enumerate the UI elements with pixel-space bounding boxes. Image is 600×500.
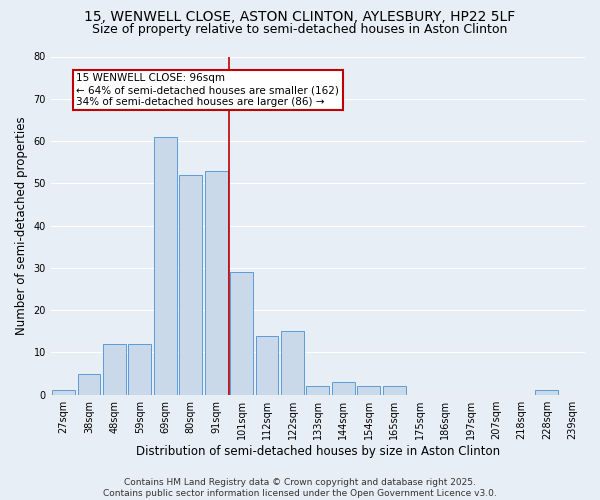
Bar [358,386,380,394]
Bar [154,137,177,394]
Text: 15 WENWELL CLOSE: 96sqm
← 64% of semi-detached houses are smaller (162)
34% of s: 15 WENWELL CLOSE: 96sqm ← 64% of semi-de… [76,74,339,106]
Bar [256,336,278,394]
Text: Contains HM Land Registry data © Crown copyright and database right 2025.
Contai: Contains HM Land Registry data © Crown c… [103,478,497,498]
Bar [103,344,126,395]
Bar [205,170,227,394]
Bar [383,386,406,394]
Bar [535,390,558,394]
Text: Size of property relative to semi-detached houses in Aston Clinton: Size of property relative to semi-detach… [92,22,508,36]
X-axis label: Distribution of semi-detached houses by size in Aston Clinton: Distribution of semi-detached houses by … [136,444,500,458]
Bar [77,374,100,394]
Bar [307,386,329,394]
Text: 15, WENWELL CLOSE, ASTON CLINTON, AYLESBURY, HP22 5LF: 15, WENWELL CLOSE, ASTON CLINTON, AYLESB… [85,10,515,24]
Bar [179,175,202,394]
Bar [52,390,75,394]
Bar [230,272,253,394]
Bar [332,382,355,394]
Bar [128,344,151,395]
Y-axis label: Number of semi-detached properties: Number of semi-detached properties [15,116,28,335]
Bar [281,332,304,394]
